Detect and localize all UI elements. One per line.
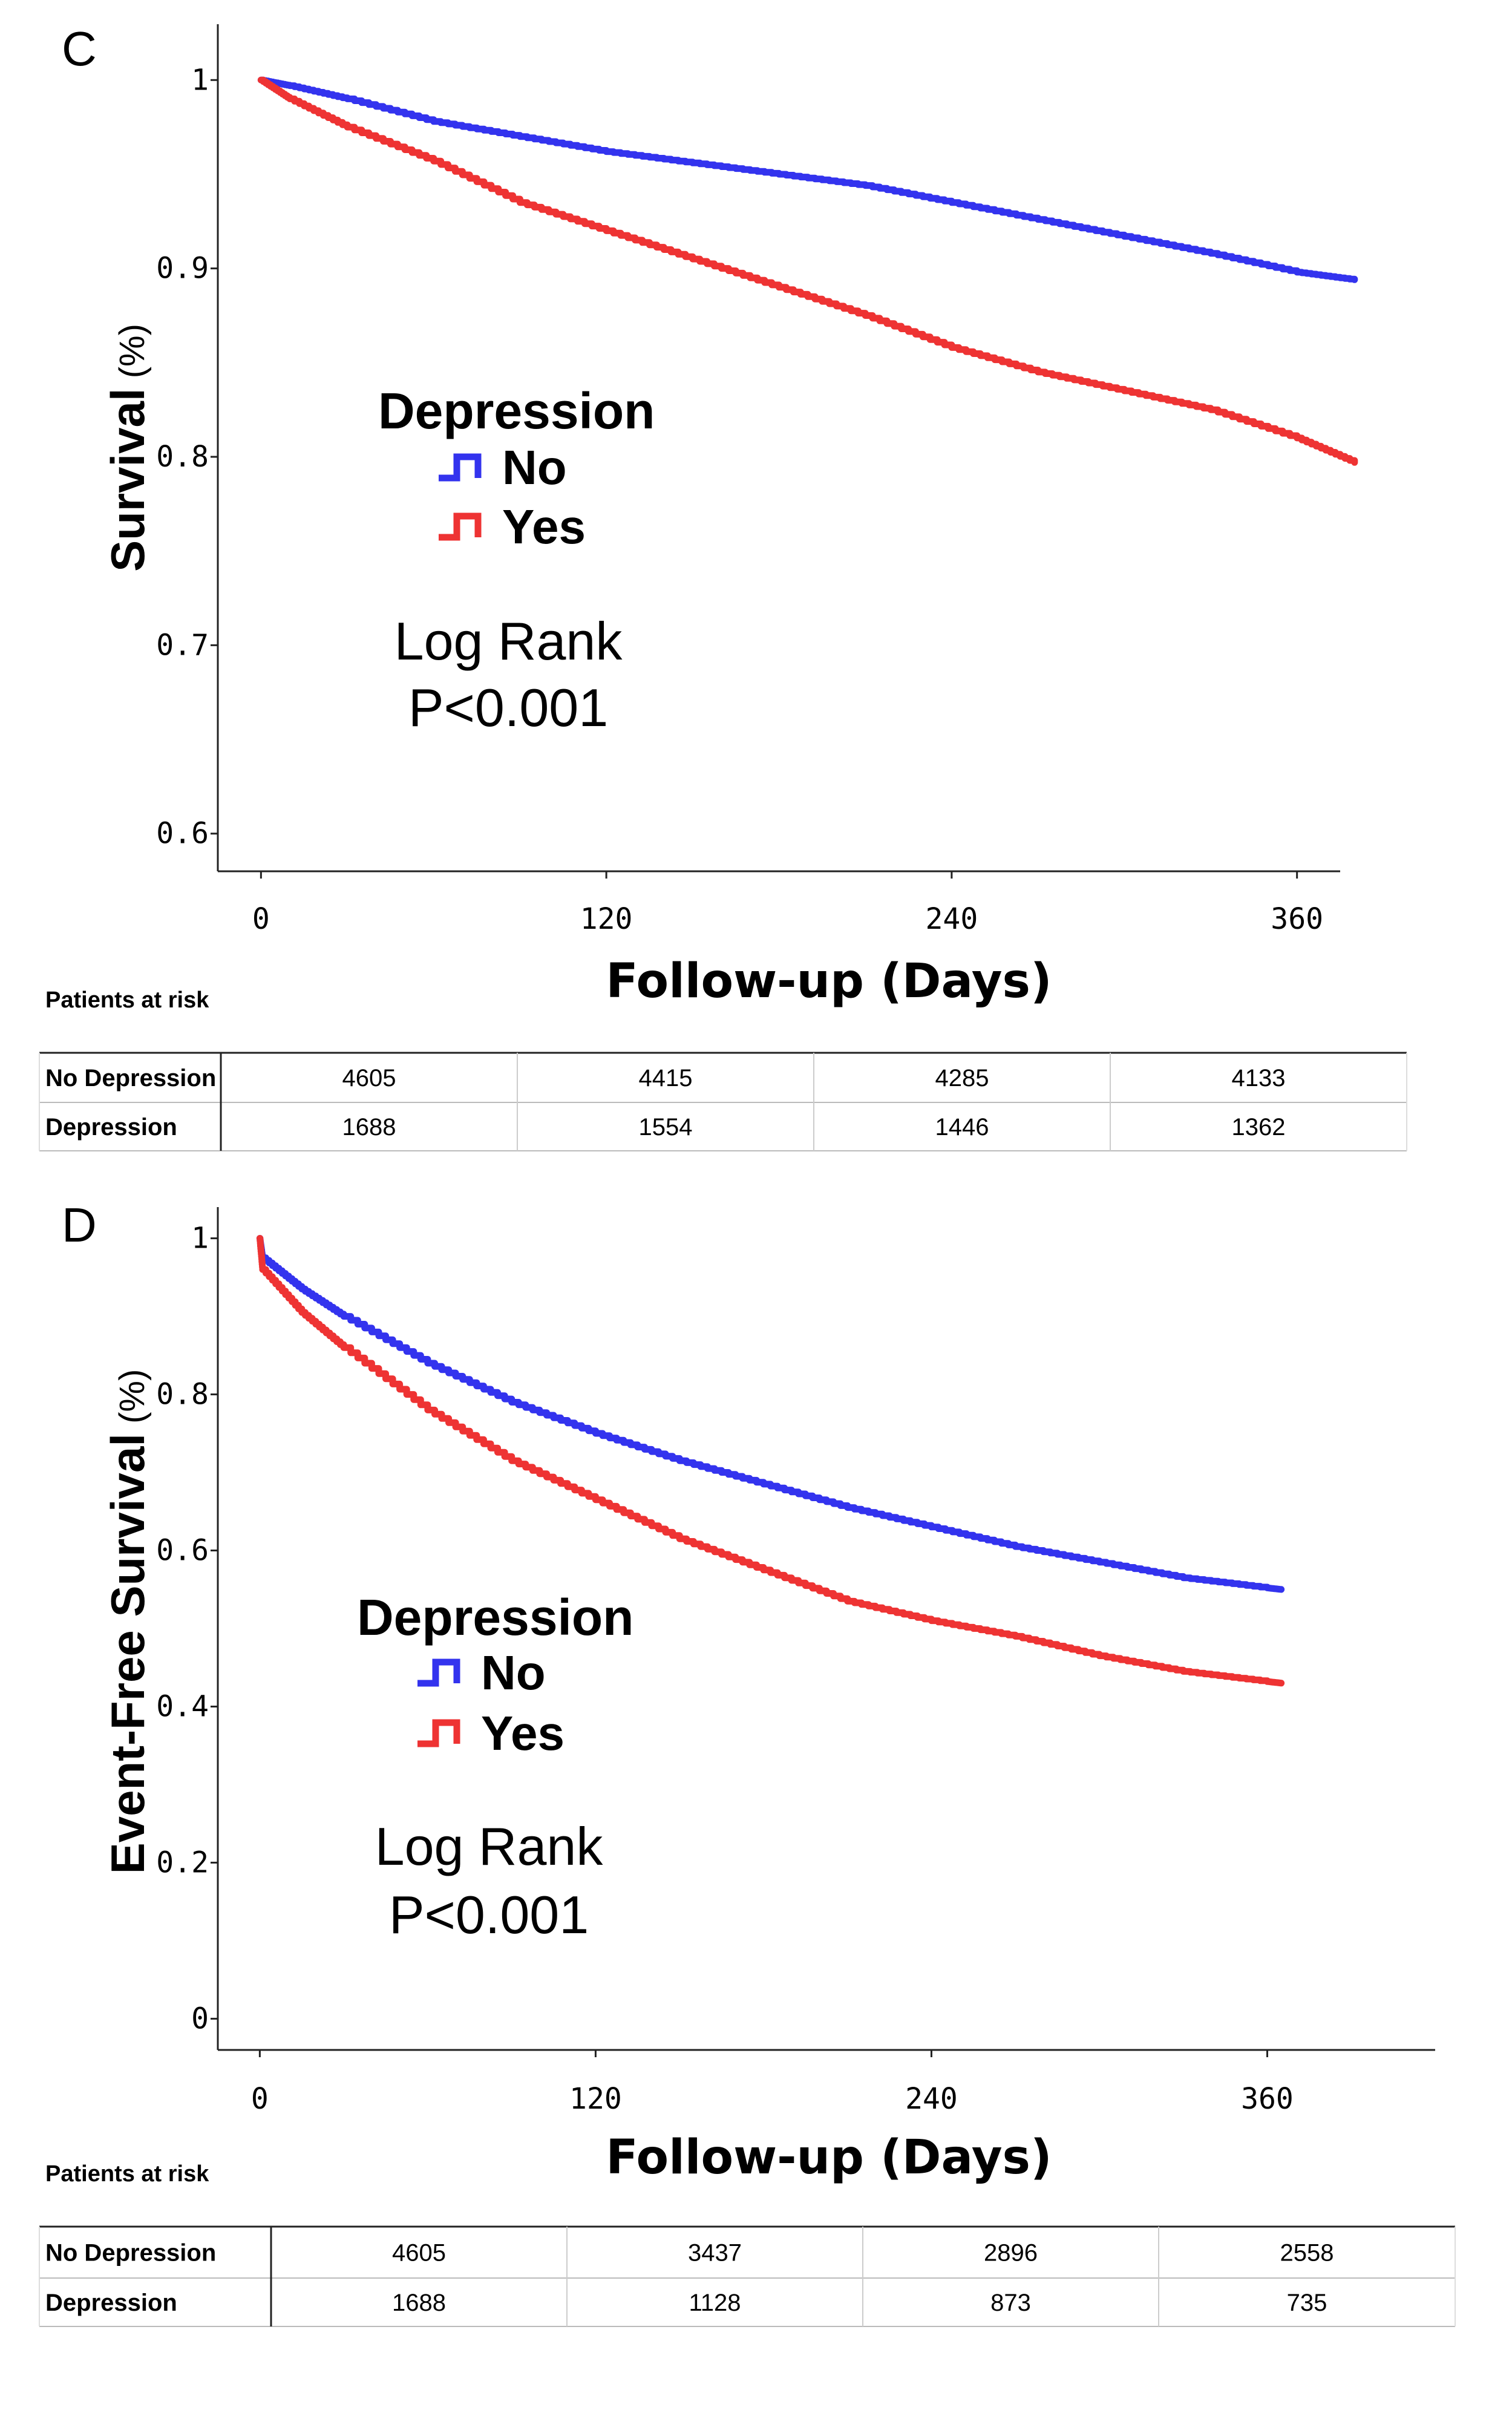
- stat-p-value: P<0.001: [389, 1885, 589, 1945]
- x-axis-label-main: Follow-up: [606, 954, 864, 1009]
- x-axis-label: Follow-up (Days): [606, 954, 1052, 1009]
- y-tick-label: 0.7: [156, 628, 209, 662]
- y-tick-label: 0.8: [156, 1378, 209, 1412]
- risk-table-cell: 1128: [689, 2290, 741, 2316]
- y-tick-label: 0.9: [156, 252, 209, 286]
- stat-test-name: Log Rank: [375, 1816, 604, 1876]
- risk-table-cell: 873: [990, 2290, 1031, 2316]
- stat-p-value: P<0.001: [408, 678, 608, 738]
- y-axis-label-unit: (%): [113, 324, 152, 388]
- y-tick-label: 0.6: [156, 1534, 209, 1568]
- x-tick-label: 360: [1241, 2082, 1294, 2116]
- risk-table-cell: 1554: [639, 1114, 693, 1141]
- risk-table-cell: 1446: [935, 1114, 989, 1141]
- risk-table-title: Patients at risk: [45, 2161, 209, 2187]
- risk-table-cell: 4605: [392, 2240, 446, 2267]
- risk-table-cell: 3437: [688, 2240, 742, 2267]
- series-line-yes: [257, 76, 1358, 466]
- y-axis-label-main: Event-Free Survival: [101, 1433, 154, 1874]
- x-axis-label-unit: (Days): [864, 2130, 1052, 2185]
- legend-title: Depression: [378, 382, 655, 439]
- x-tick-label: 0: [252, 902, 270, 936]
- risk-table-cell: 4605: [342, 1065, 396, 1092]
- y-axis-label-main: Survival: [101, 388, 154, 572]
- panel-label: C: [62, 22, 97, 76]
- risk-table-cell: 2558: [1280, 2240, 1334, 2267]
- chart-panel-c: C 1 0.9 0.8 0.7 0.6 0 120 240 360 Survival (%) Foll…: [39, 22, 1407, 1151]
- x-axis-label-main: Follow-up: [606, 2130, 864, 2185]
- x-tick-label: 120: [580, 902, 633, 936]
- legend-swatch-no-icon: [439, 453, 482, 482]
- x-axis-label: Follow-up (Days): [606, 2130, 1052, 2185]
- y-axis-label: Survival (%): [101, 324, 154, 572]
- risk-table-row-label: No Depression: [45, 2240, 216, 2267]
- risk-table: Patients at risk No Depression 4605 4415 428…: [39, 987, 1407, 1151]
- x-tick-label: 360: [1271, 902, 1323, 936]
- risk-table-cell: 4285: [935, 1065, 989, 1092]
- risk-table-row-label: Depression: [45, 2290, 177, 2316]
- y-tick-label: 1: [191, 63, 209, 97]
- x-tick-label: 0: [251, 2082, 269, 2116]
- risk-table: Patients at risk No Depression 4605 3437 289…: [39, 2161, 1456, 2327]
- risk-table-cell: 2896: [984, 2240, 1038, 2267]
- x-axis-label-unit: (Days): [864, 954, 1052, 1009]
- legend-label-no: No: [502, 440, 567, 494]
- x-tick-label: 240: [926, 902, 978, 936]
- risk-table-cell: 735: [1287, 2290, 1327, 2316]
- series-line-no: [256, 1235, 1285, 1593]
- legend-label-yes: Yes: [502, 500, 586, 554]
- y-tick-label: 0.6: [156, 817, 209, 851]
- legend-label-yes: Yes: [481, 1706, 565, 1760]
- legend-swatch-yes-icon: [417, 1719, 460, 1747]
- panel-label: D: [62, 1198, 97, 1252]
- legend-label-no: No: [481, 1646, 546, 1700]
- risk-table-cell: 1688: [342, 1114, 396, 1141]
- y-axis-label-unit: (%): [113, 1369, 152, 1433]
- risk-table-row-label: Depression: [45, 1114, 177, 1141]
- risk-table-row-label: No Depression: [45, 1065, 216, 1092]
- chart-panel-d: D 1 0.8 0.6 0.4 0.2 0 0 120 240 360 Event-Free Surv…: [39, 1198, 1456, 2327]
- risk-table-title: Patients at risk: [45, 987, 209, 1013]
- legend-title: Depression: [357, 1589, 634, 1646]
- series-line-yes: [256, 1235, 1285, 1687]
- stat-test-name: Log Rank: [394, 611, 623, 671]
- x-tick-label: 240: [905, 2082, 958, 2116]
- y-tick-label: 0.4: [156, 1689, 209, 1723]
- series-line-no: [257, 76, 1358, 283]
- y-tick-label: 0: [191, 2002, 209, 2035]
- risk-table-cell: 4133: [1232, 1065, 1286, 1092]
- y-tick-label: 1: [191, 1222, 209, 1255]
- y-axis-label: Event-Free Survival (%): [101, 1369, 154, 1874]
- risk-table-cell: 1688: [392, 2290, 446, 2316]
- legend-swatch-no-icon: [417, 1658, 460, 1687]
- y-tick-label: 0.8: [156, 440, 209, 474]
- y-tick-label: 0.2: [156, 1845, 209, 1879]
- x-tick-label: 120: [569, 2082, 622, 2116]
- risk-table-cell: 1362: [1232, 1114, 1286, 1141]
- risk-table-cell: 4415: [639, 1065, 693, 1092]
- legend-swatch-yes-icon: [439, 512, 482, 541]
